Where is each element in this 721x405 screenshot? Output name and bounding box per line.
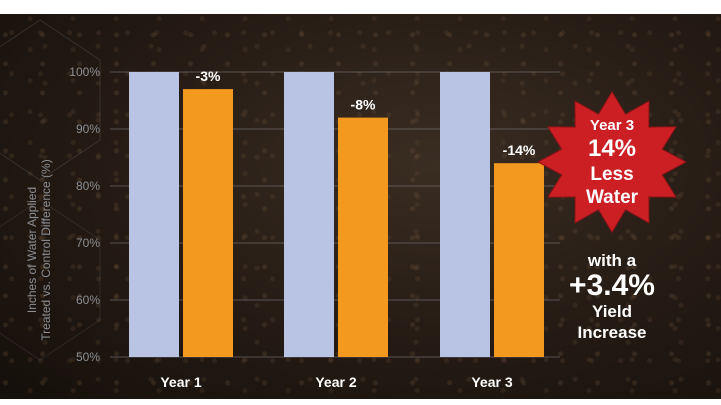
difference-label: -8% [351, 97, 376, 113]
control-bar [440, 72, 490, 357]
control-bar [129, 72, 179, 357]
yield-increase: Increase [578, 323, 647, 342]
yield-with-a: with a [587, 251, 637, 270]
y-tick-label: 80% [76, 179, 100, 193]
y-tick-label: 90% [76, 122, 100, 136]
y-axis-title-line2: Treated vs. Control Difference (%) [39, 159, 53, 340]
y-tick-label: 70% [76, 236, 100, 250]
y-tick-label: 100% [69, 65, 100, 79]
y-axis-ticks: 100% 90% 80% 70% 60% 50% [69, 65, 100, 364]
star-water: Water [586, 187, 639, 208]
difference-label: -14% [503, 142, 536, 158]
star-percent: 14% [588, 135, 636, 162]
x-category-label: Year 2 [315, 374, 356, 390]
bars [129, 72, 544, 357]
treated-bar [494, 163, 544, 357]
bottom-border [0, 399, 721, 405]
treated-bar [183, 89, 233, 357]
control-bar [284, 72, 334, 357]
x-category-label: Year 3 [471, 374, 512, 390]
star-year: Year 3 [590, 117, 634, 134]
starburst-icon [536, 90, 688, 234]
yield-percent: +3.4% [569, 269, 655, 302]
difference-label: -3% [196, 68, 221, 84]
x-axis-labels: Year 1 Year 2 Year 3 [160, 374, 512, 390]
yield-callout: with a +3.4% Yield Increase [569, 251, 655, 342]
y-tick-label: 60% [76, 293, 100, 307]
yield-word: Yield [592, 302, 632, 321]
decorative-hexagon [0, 199, 101, 361]
star-less: Less [590, 164, 633, 185]
bar-labels: -3% -8% -14% [196, 68, 536, 158]
y-axis-title-line1: Inches of Water Applied [25, 187, 39, 313]
y-axis-title: Inches of Water Applied Treated vs. Cont… [25, 159, 53, 340]
x-category-label: Year 1 [160, 374, 201, 390]
top-border [0, 0, 721, 14]
starburst-callout: Year 3 14% Less Water [536, 90, 688, 234]
decorative-hexagon [0, 19, 101, 181]
treated-bar [338, 117, 388, 357]
y-tick-label: 50% [76, 350, 100, 364]
